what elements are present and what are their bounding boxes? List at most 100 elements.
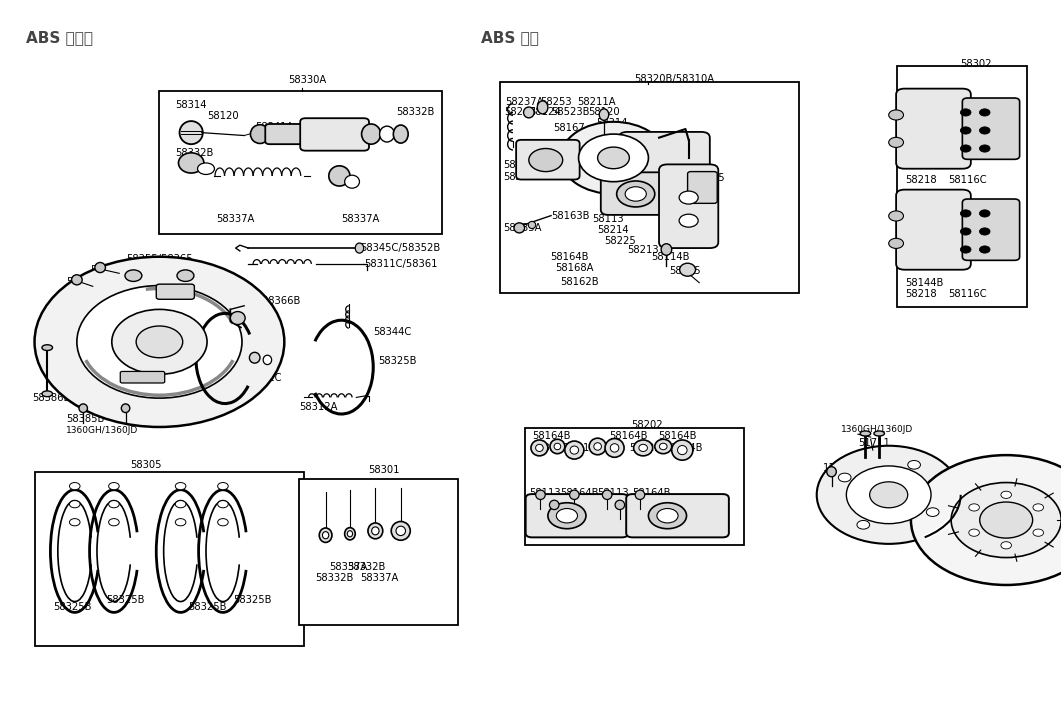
Text: 58385B: 58385B: [66, 414, 104, 424]
Circle shape: [69, 518, 80, 526]
Text: 58163B: 58163B: [551, 211, 589, 220]
FancyBboxPatch shape: [300, 119, 369, 150]
Text: 58144B: 58144B: [924, 97, 962, 108]
Circle shape: [980, 145, 990, 152]
Ellipse shape: [531, 440, 548, 456]
Text: 58114B: 58114B: [651, 252, 691, 262]
Text: 58168A: 58168A: [620, 512, 659, 521]
Text: 1360GH/1360JD: 1360GH/1360JD: [841, 425, 913, 434]
Text: 58325B: 58325B: [188, 603, 227, 612]
Text: 58245: 58245: [693, 173, 725, 183]
Ellipse shape: [549, 500, 559, 510]
Text: 58389: 58389: [117, 414, 149, 424]
Ellipse shape: [680, 263, 696, 276]
Circle shape: [888, 211, 903, 221]
Text: 58213: 58213: [628, 245, 659, 255]
Ellipse shape: [79, 404, 87, 412]
Circle shape: [1033, 529, 1044, 537]
Text: 58302: 58302: [961, 59, 992, 69]
Text: 58164B: 58164B: [561, 489, 599, 499]
Text: 58356B/58366B: 58356B/58366B: [220, 296, 300, 306]
Ellipse shape: [654, 439, 671, 454]
Circle shape: [857, 521, 869, 529]
Text: 58235A: 58235A: [503, 223, 542, 233]
Circle shape: [176, 483, 186, 490]
Text: ABS 적용: ABS 적용: [481, 31, 539, 45]
Ellipse shape: [95, 262, 105, 273]
Ellipse shape: [569, 490, 579, 499]
Text: 58167: 58167: [553, 123, 585, 132]
Text: 58225: 58225: [604, 236, 635, 246]
FancyBboxPatch shape: [962, 199, 1019, 260]
Ellipse shape: [660, 443, 667, 450]
Ellipse shape: [514, 222, 525, 233]
Circle shape: [626, 187, 646, 201]
Text: 58114B: 58114B: [564, 443, 602, 453]
Circle shape: [112, 310, 207, 374]
Text: 58312A: 58312A: [299, 402, 337, 411]
Circle shape: [888, 110, 903, 120]
Circle shape: [969, 504, 979, 511]
Ellipse shape: [329, 166, 350, 186]
Text: 58337A: 58337A: [217, 214, 255, 224]
Text: 58332B: 58332B: [176, 148, 214, 158]
Circle shape: [1001, 491, 1012, 499]
Circle shape: [869, 482, 908, 507]
Ellipse shape: [570, 446, 579, 454]
Circle shape: [961, 109, 971, 116]
Text: 58168A: 58168A: [543, 512, 581, 521]
Text: 58523B: 58523B: [630, 443, 668, 453]
Circle shape: [888, 137, 903, 148]
Ellipse shape: [41, 345, 52, 350]
Circle shape: [34, 257, 284, 427]
Ellipse shape: [230, 312, 245, 324]
Text: 58253: 58253: [541, 97, 572, 107]
Text: 58348: 58348: [90, 265, 122, 275]
Circle shape: [679, 191, 698, 204]
Ellipse shape: [347, 531, 352, 537]
Ellipse shape: [368, 523, 383, 539]
FancyBboxPatch shape: [896, 190, 970, 270]
Text: 5824B: 5824B: [504, 108, 536, 118]
Circle shape: [561, 122, 666, 194]
FancyBboxPatch shape: [687, 172, 717, 204]
Circle shape: [69, 501, 80, 507]
Text: 58523B: 58523B: [537, 443, 576, 453]
FancyBboxPatch shape: [659, 164, 718, 248]
Circle shape: [218, 501, 228, 507]
Circle shape: [177, 270, 194, 281]
Ellipse shape: [345, 175, 360, 188]
FancyBboxPatch shape: [516, 140, 580, 180]
Ellipse shape: [392, 521, 411, 540]
Text: 58355/58365: 58355/58365: [127, 254, 194, 264]
Circle shape: [598, 147, 630, 169]
Ellipse shape: [535, 490, 545, 499]
Text: 58120: 58120: [588, 108, 619, 118]
Text: 58164B: 58164B: [622, 142, 661, 152]
Ellipse shape: [179, 153, 204, 173]
Text: 58164B: 58164B: [658, 430, 697, 441]
Ellipse shape: [523, 107, 534, 118]
Bar: [897, 66, 1028, 308]
Circle shape: [556, 508, 578, 523]
Ellipse shape: [41, 391, 52, 397]
Ellipse shape: [827, 467, 836, 477]
Text: 58144B: 58144B: [905, 278, 944, 288]
Circle shape: [656, 508, 678, 523]
Text: 58305: 58305: [130, 459, 162, 470]
Ellipse shape: [860, 431, 870, 436]
Text: 58113: 58113: [593, 214, 624, 224]
Ellipse shape: [605, 438, 625, 457]
Circle shape: [69, 483, 80, 490]
FancyBboxPatch shape: [265, 124, 343, 144]
Circle shape: [888, 238, 903, 249]
Text: 58330A: 58330A: [288, 75, 327, 85]
Ellipse shape: [394, 125, 409, 143]
Ellipse shape: [638, 444, 647, 451]
Ellipse shape: [611, 443, 619, 452]
Text: 58322B: 58322B: [240, 361, 280, 371]
Ellipse shape: [589, 438, 606, 455]
Ellipse shape: [345, 528, 355, 540]
Text: 58215: 58215: [948, 110, 980, 120]
FancyBboxPatch shape: [619, 132, 710, 183]
